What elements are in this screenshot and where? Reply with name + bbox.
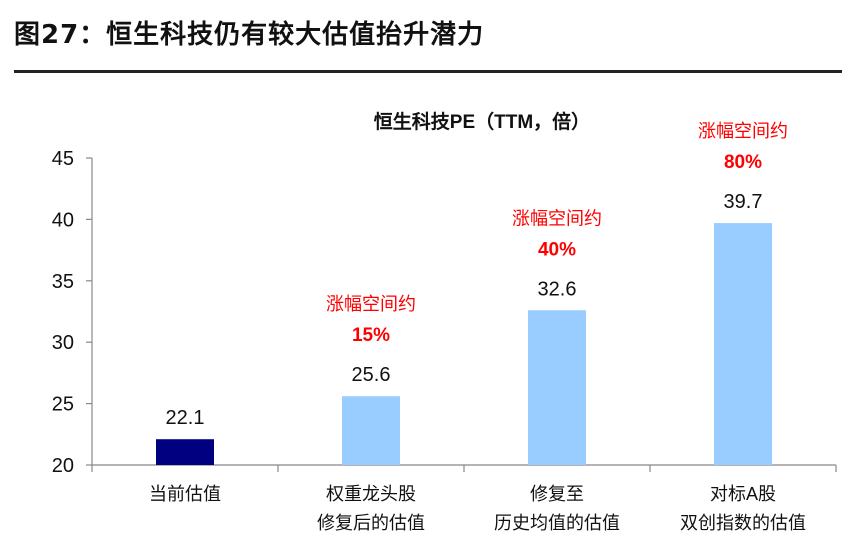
growth-annotation-value: 15% — [352, 325, 390, 346]
y-tick-label: 45 — [52, 148, 74, 170]
x-tick-label: 对标A股 — [710, 484, 776, 504]
y-tick-label: 20 — [52, 455, 74, 477]
growth-annotation-label: 涨幅空间约 — [698, 121, 788, 141]
chart-title: 恒生科技PE（TTM，倍） — [374, 110, 590, 133]
axes: 20 25 30 35 40 45 — [52, 148, 837, 477]
growth-annotation-value: 80% — [724, 152, 762, 173]
bar — [528, 310, 586, 465]
x-tick-label: 历史均值的估值 — [494, 513, 620, 533]
growth-annotation-value: 40% — [538, 239, 576, 260]
labels: 22.1当前估值25.6权重龙头股修复后的估值涨幅空间约15%32.6修复至历史… — [149, 121, 806, 533]
title-rule — [14, 70, 842, 73]
data-label: 39.7 — [724, 191, 763, 213]
growth-annotation-label: 涨幅空间约 — [326, 294, 416, 314]
y-tick-label: 25 — [52, 394, 74, 416]
bar — [156, 439, 214, 465]
x-tick-label: 权重龙头股 — [326, 484, 416, 504]
y-tick-label: 35 — [52, 271, 74, 293]
bar — [342, 396, 400, 465]
growth-annotation-label: 涨幅空间约 — [512, 208, 602, 228]
y-tick-label: 30 — [52, 332, 74, 354]
data-label: 25.6 — [352, 364, 391, 386]
x-tick-label: 修复后的估值 — [317, 513, 425, 533]
y-tick-label: 40 — [52, 209, 74, 231]
x-tick-label: 修复至 — [530, 484, 584, 504]
data-label: 32.6 — [538, 278, 577, 300]
x-tick-label: 双创指数的估值 — [680, 513, 806, 533]
data-label: 22.1 — [166, 407, 205, 429]
bars — [156, 223, 772, 465]
bar — [714, 223, 772, 465]
figure-title: 图27：恒生科技仍有较大估值抬升潜力 — [14, 20, 485, 50]
x-tick-label: 当前估值 — [149, 484, 221, 504]
